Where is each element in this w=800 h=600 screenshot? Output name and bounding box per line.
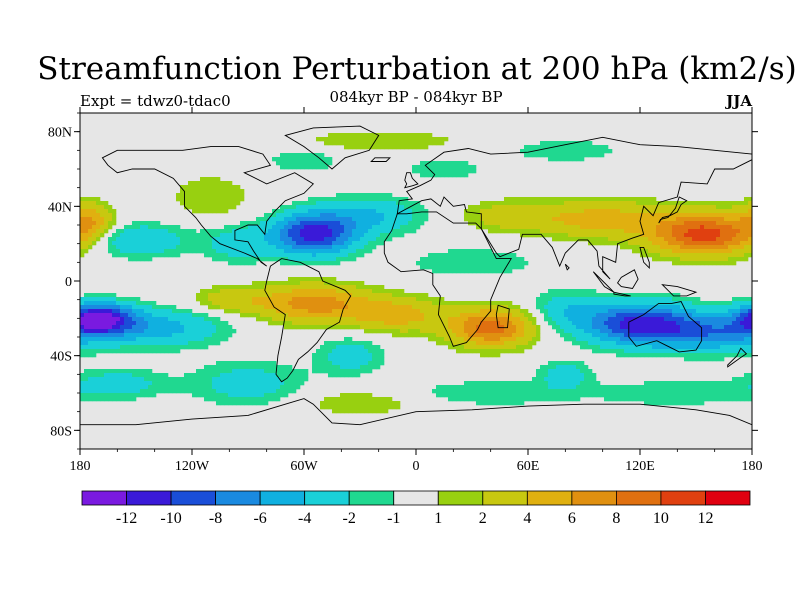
colorbar-label: 8 (612, 510, 620, 527)
axis-ticks: 80N 40N 0 40S 80S 180 120W 60W 0 60E 120E 180 (48, 107, 763, 474)
colorbar-swatch (126, 490, 172, 506)
colorbar-swatch (170, 490, 216, 506)
coastline-10 (617, 269, 639, 289)
coastline-13 (370, 157, 392, 162)
coastline-12 (495, 304, 510, 329)
lon-tick-label: 120W (175, 459, 210, 474)
colorbar-label: -1 (387, 510, 400, 527)
colorbar-label: 4 (523, 510, 531, 527)
coastline-7 (403, 172, 419, 189)
coastline-11 (661, 284, 698, 297)
coastline-4 (396, 136, 752, 280)
colorbar-label: 12 (697, 510, 713, 527)
colorbar-label: 6 (568, 510, 576, 527)
map-panel: 80N 40N 0 40S 80S 180 120W 60W 0 60E 120E 180 (48, 107, 763, 474)
coastline-15 (727, 347, 748, 368)
colorbar-label: -10 (160, 510, 181, 527)
coastline-0 (101, 146, 315, 267)
lon-tick-label: 180 (742, 459, 763, 474)
lon-tick-label: 180 (70, 459, 91, 474)
colorbar-swatch (259, 490, 306, 506)
colorbar-swatch (526, 490, 573, 506)
coastline-5 (628, 300, 703, 353)
lon-tick-label: 60E (517, 459, 540, 474)
colorbar-label: 1 (434, 510, 442, 527)
colorbar-label: 2 (479, 510, 487, 527)
colorbar-swatch (348, 490, 395, 506)
lon-tick-label: 60W (290, 459, 318, 474)
coastline-16 (613, 291, 631, 297)
coastline-3 (383, 211, 512, 347)
coastline-layer (80, 125, 752, 449)
contour-fill-layer (80, 133, 752, 414)
coastline-1 (264, 258, 352, 383)
colorbar-label: -8 (209, 510, 222, 527)
experiment-label: Expt = tdwz0-tdac0 (80, 92, 231, 110)
colorbar-swatch (81, 490, 127, 506)
lat-tick-label: 40N (48, 200, 72, 215)
colorbar-swatch (215, 490, 261, 506)
colorbar-swatch (660, 490, 706, 506)
lat-tick-label: 80S (50, 424, 72, 439)
lon-tick-label: 0 (413, 459, 420, 474)
coastline-17 (639, 246, 650, 269)
colorbar-swatch (571, 490, 617, 506)
season-label: JJA (726, 92, 752, 110)
colorbar: -12 -10 -8 -6 -4 -2 -1 1 2 4 6 8 10 12 (81, 490, 751, 527)
colorbar-label: -12 (116, 510, 137, 527)
coastline-8 (658, 196, 688, 224)
period-label: 084kyr BP - 084kyr BP (329, 88, 503, 106)
colorbar-swatch (616, 490, 662, 506)
coastline-14 (564, 263, 570, 271)
colorbar-swatch (705, 490, 751, 506)
colorbar-swatch (437, 490, 484, 506)
colorbar-label: 10 (653, 510, 669, 527)
lon-tick-label: 120E (625, 459, 655, 474)
coastline-2 (284, 125, 380, 170)
colorbar-swatch (393, 490, 439, 506)
map-title: Streamfunction Perturbation at 200 hPa (… (37, 51, 797, 87)
lat-tick-label: 0 (65, 275, 72, 290)
colorbar-label: -6 (253, 510, 266, 527)
colorbar-label: -2 (343, 510, 356, 527)
colorbar-label: -4 (298, 510, 311, 527)
lat-tick-label: 80N (48, 126, 72, 141)
colorbar-swatch (482, 490, 528, 506)
lat-tick-label: 40S (50, 350, 72, 365)
coastline-6 (80, 398, 752, 449)
colorbar-swatch (304, 490, 350, 506)
